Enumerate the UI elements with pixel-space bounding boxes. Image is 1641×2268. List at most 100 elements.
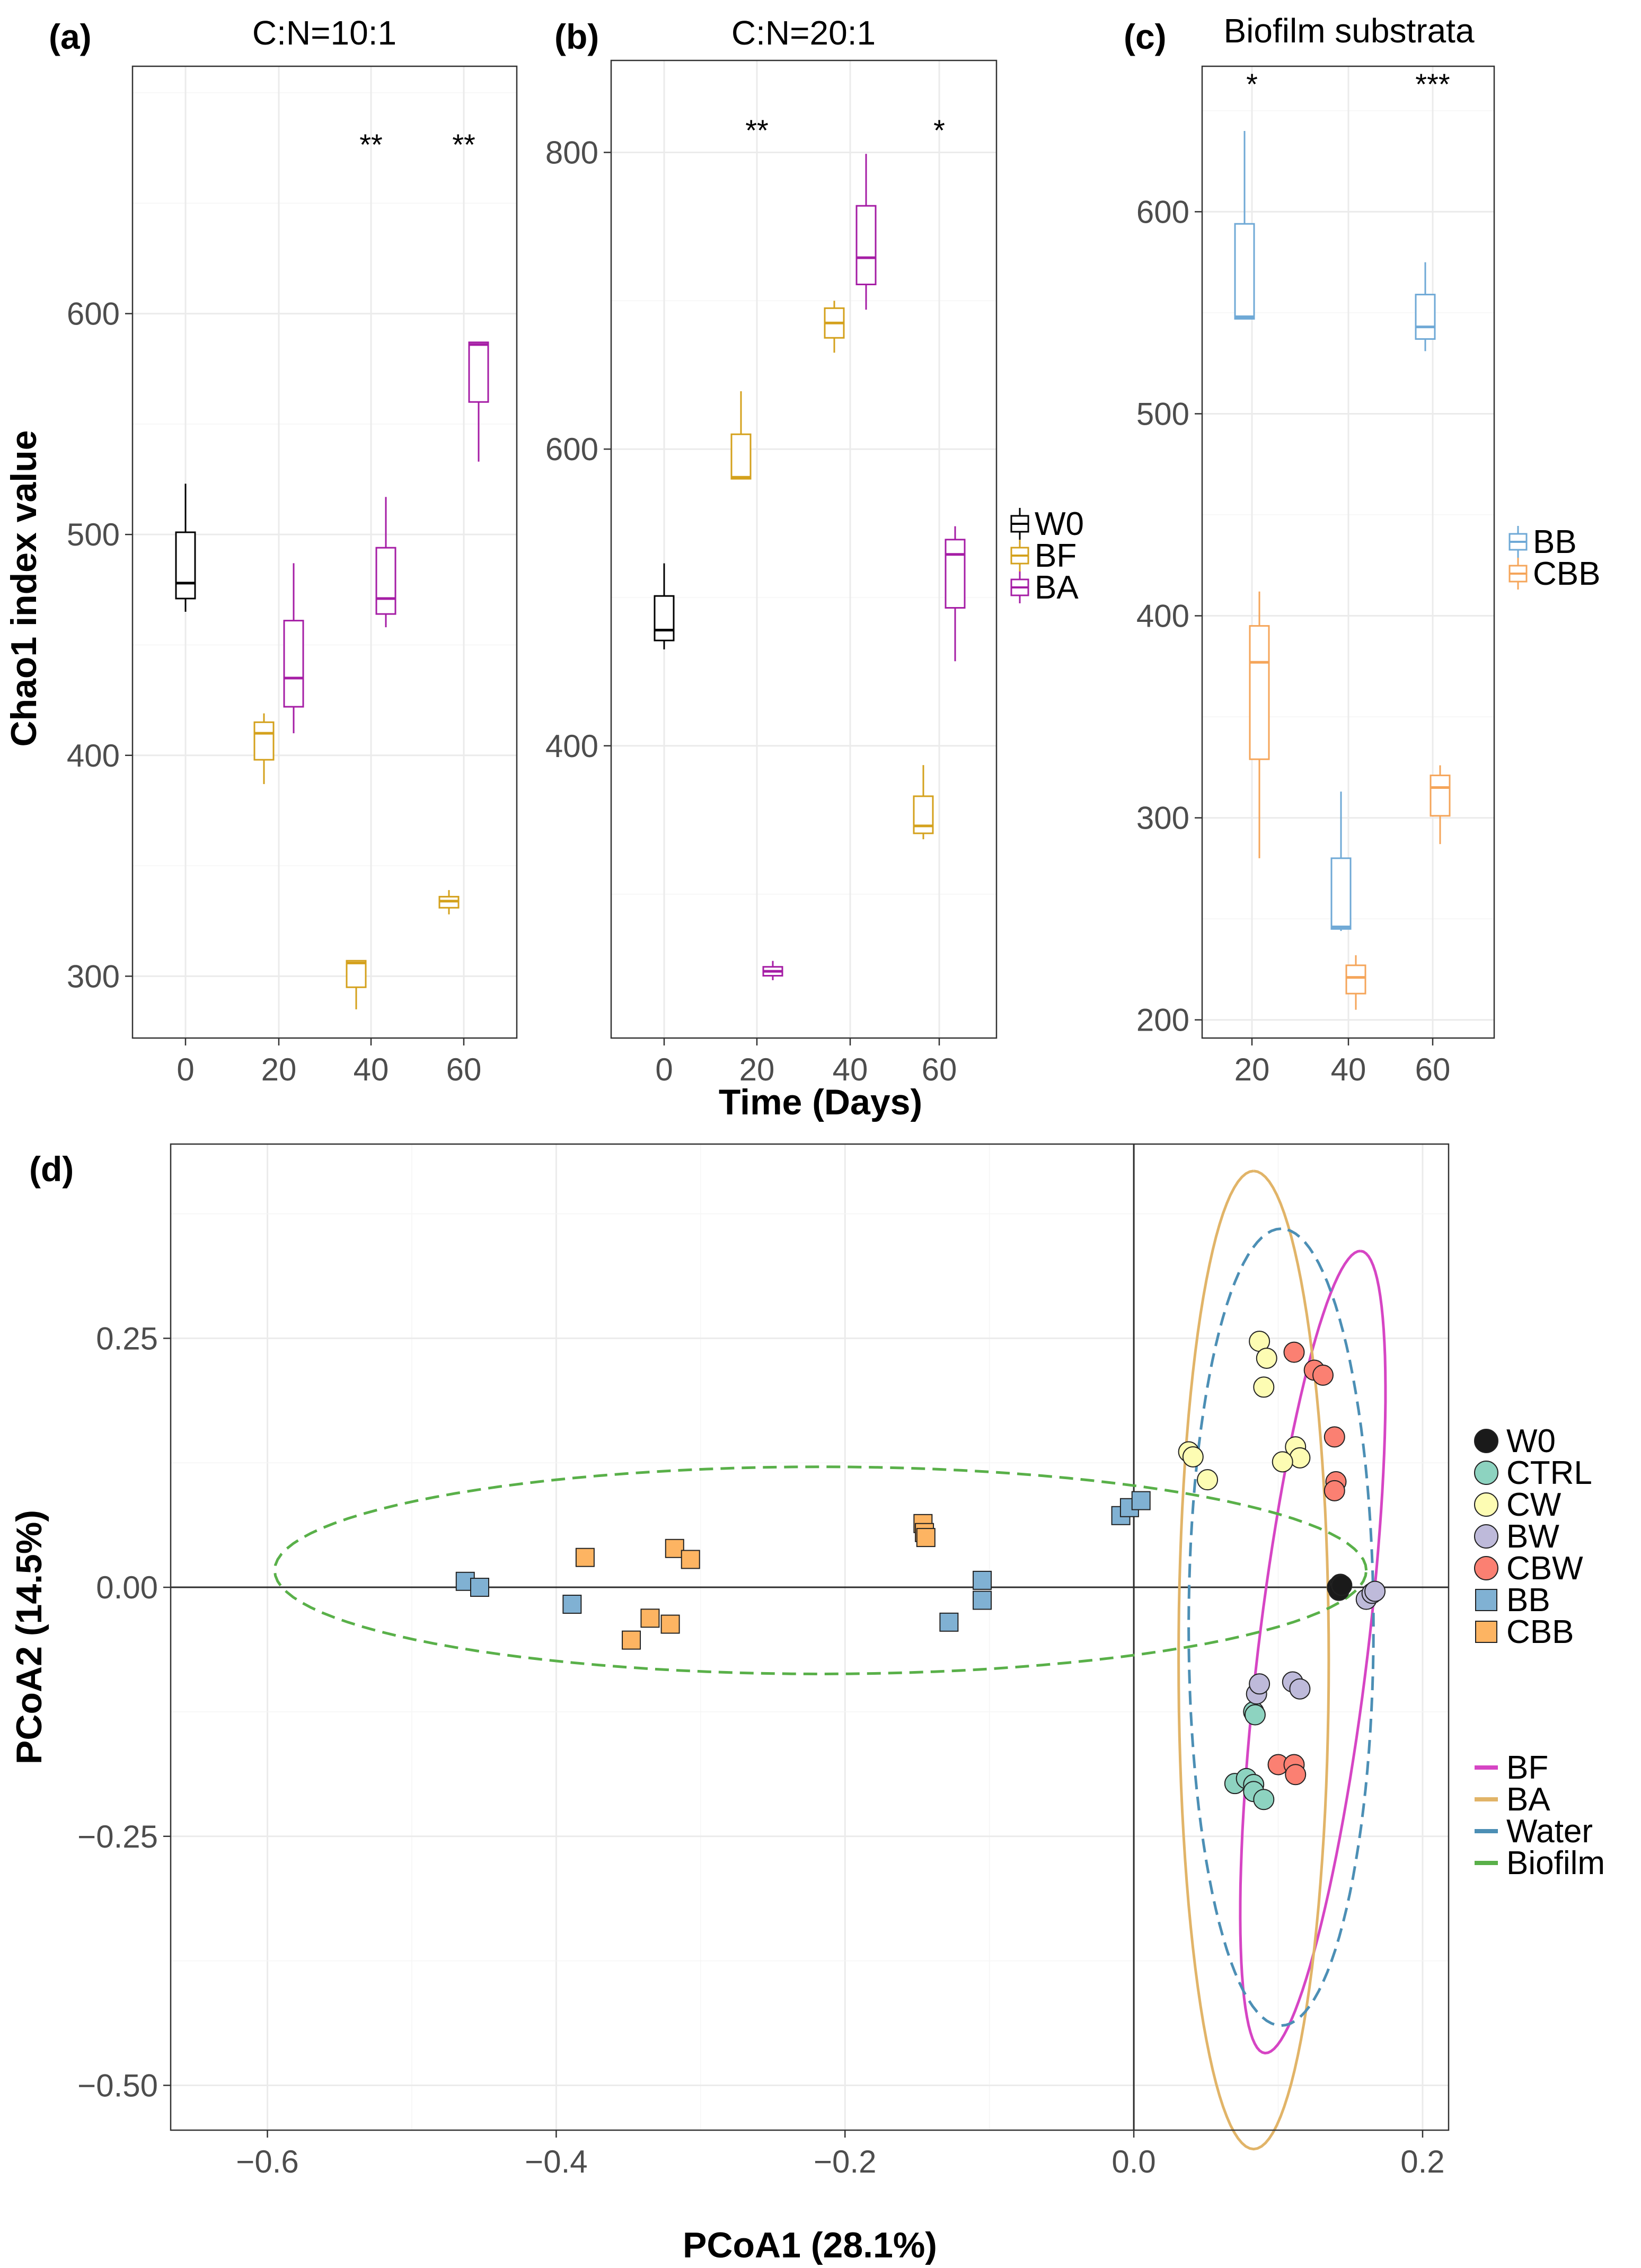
point-cbb (575, 1548, 595, 1567)
boxes-c (1234, 130, 1451, 1010)
point-cbb (681, 1550, 700, 1569)
box-bf-day40 (824, 301, 845, 353)
y-tick-label: 600 (67, 296, 120, 332)
legend-key-w0 (1010, 508, 1029, 540)
x-ticks-c: 20 40 60 (1234, 1038, 1451, 1087)
point-cbb (665, 1539, 684, 1558)
significance-b: ** * (745, 113, 945, 147)
legend-label-ellipse-water: Water (1506, 1813, 1593, 1850)
y-tick-label: 400 (67, 738, 120, 773)
box-bb-day40 (1330, 792, 1352, 931)
box-bf-day20 (253, 713, 275, 784)
x-tick-label: 60 (1415, 1052, 1451, 1087)
y-tick-label: 400 (545, 728, 598, 764)
legend-key-cbw (1474, 1556, 1498, 1580)
box-body (175, 531, 196, 600)
x-tick-label: 0.0 (1111, 2144, 1155, 2179)
y-tick-label: 500 (67, 517, 120, 552)
legend-label-ctrl: CTRL (1506, 1455, 1592, 1491)
box-bb-day20 (1234, 130, 1255, 320)
significance-marker: ** (359, 128, 383, 161)
x-axis-title-d: PCoA1 (28.1%) (683, 2225, 937, 2265)
y-tick-label: 600 (545, 432, 598, 467)
panel-title-b: C:N=20:1 (731, 14, 876, 52)
box-body (375, 547, 396, 615)
x-ticks-d: −0.6 −0.4 −0.2 0.0 0.2 (236, 2130, 1445, 2179)
box-bb-day60 (1415, 262, 1436, 351)
point-cbw (1324, 1426, 1345, 1448)
point-cbb (916, 1528, 936, 1548)
panel-d: −0.50 −0.25 0.00 0.25 −0.6 −0.4 −0.2 0.0 0.2 (d… (9, 1143, 1450, 2265)
significance-marker: ** (452, 128, 475, 161)
significance-marker: * (1246, 67, 1258, 101)
box-body (1345, 964, 1366, 995)
grid-a (133, 66, 517, 1038)
box-cbb-day20 (1249, 591, 1270, 858)
panel-a: 300 400 500 600 0 20 40 60 ** ** (a) C:N=10:1 (49, 14, 518, 1087)
y-tick-label: 0.00 (96, 1570, 158, 1605)
x-axis-title-abc: Time (Days) (719, 1082, 922, 1122)
panel-tag-d: (d) (29, 1149, 74, 1189)
point-ctrl (1244, 1704, 1266, 1726)
x-ticks-a: 0 20 40 60 (177, 1038, 481, 1087)
point-cbb (640, 1608, 660, 1628)
box-body (1234, 223, 1255, 320)
point-cw (1272, 1451, 1293, 1473)
x-tick-label: 40 (833, 1052, 868, 1087)
y-ticks-d: −0.50 −0.25 0.00 0.25 (77, 1321, 171, 2103)
point-bw (1249, 1673, 1271, 1695)
box-bf-day60 (913, 765, 934, 840)
point-cw (1197, 1469, 1219, 1491)
points-d (455, 1331, 1386, 1810)
x-tick-label: 0 (177, 1052, 194, 1087)
box-body (855, 205, 877, 286)
point-bw (1364, 1580, 1386, 1602)
y-axis-title-abc: Chao1 index value (4, 430, 44, 746)
significance-marker: ** (745, 113, 769, 147)
point-cbw (1324, 1480, 1345, 1501)
box-body (1430, 775, 1451, 817)
plot-frame-d (170, 1143, 1450, 2131)
point-bb (973, 1570, 992, 1590)
point-cbw (1285, 1764, 1307, 1786)
point-bw (1289, 1678, 1311, 1700)
point-w0 (1331, 1575, 1353, 1596)
ellipse-water (1187, 1227, 1375, 2027)
point-bb (1131, 1491, 1151, 1510)
box-body (945, 539, 966, 609)
point-cw (1182, 1446, 1204, 1467)
y-tick-label: −0.50 (77, 2068, 158, 2103)
significance-c: * *** (1246, 67, 1450, 101)
box-w0-day0 (175, 484, 196, 612)
significance-a: ** ** (359, 128, 475, 161)
box-body (654, 595, 675, 641)
legend-label-cbb: CBB (1533, 556, 1600, 592)
legend-key-bf (1010, 540, 1029, 572)
panel-tag-c: (c) (1124, 17, 1167, 56)
legend-key-cbb (1475, 1621, 1497, 1643)
point-bb (973, 1590, 992, 1610)
box-bf-day20 (730, 391, 752, 480)
y-tick-label: 300 (67, 959, 120, 994)
box-body (1415, 294, 1436, 340)
x-tick-label: 40 (354, 1052, 389, 1087)
box-ba-day20 (762, 961, 783, 980)
y-ticks-b: 400 600 800 (545, 135, 611, 764)
panel-title-a: C:N=10:1 (252, 14, 396, 52)
plot-frame-b (610, 59, 998, 1039)
y-tick-label: 300 (1136, 801, 1189, 836)
legend-key-bb (1475, 1589, 1497, 1611)
y-axis-title-d: PCoA2 (14.5%) (9, 1510, 49, 1764)
y-tick-label: 200 (1136, 1003, 1189, 1038)
x-tick-label: 60 (446, 1052, 482, 1087)
grid-b (611, 60, 996, 1038)
x-tick-label: −0.4 (525, 2144, 587, 2179)
point-cbw (1283, 1341, 1305, 1363)
point-cbw (1312, 1364, 1334, 1386)
point-ctrl (1253, 1789, 1275, 1810)
